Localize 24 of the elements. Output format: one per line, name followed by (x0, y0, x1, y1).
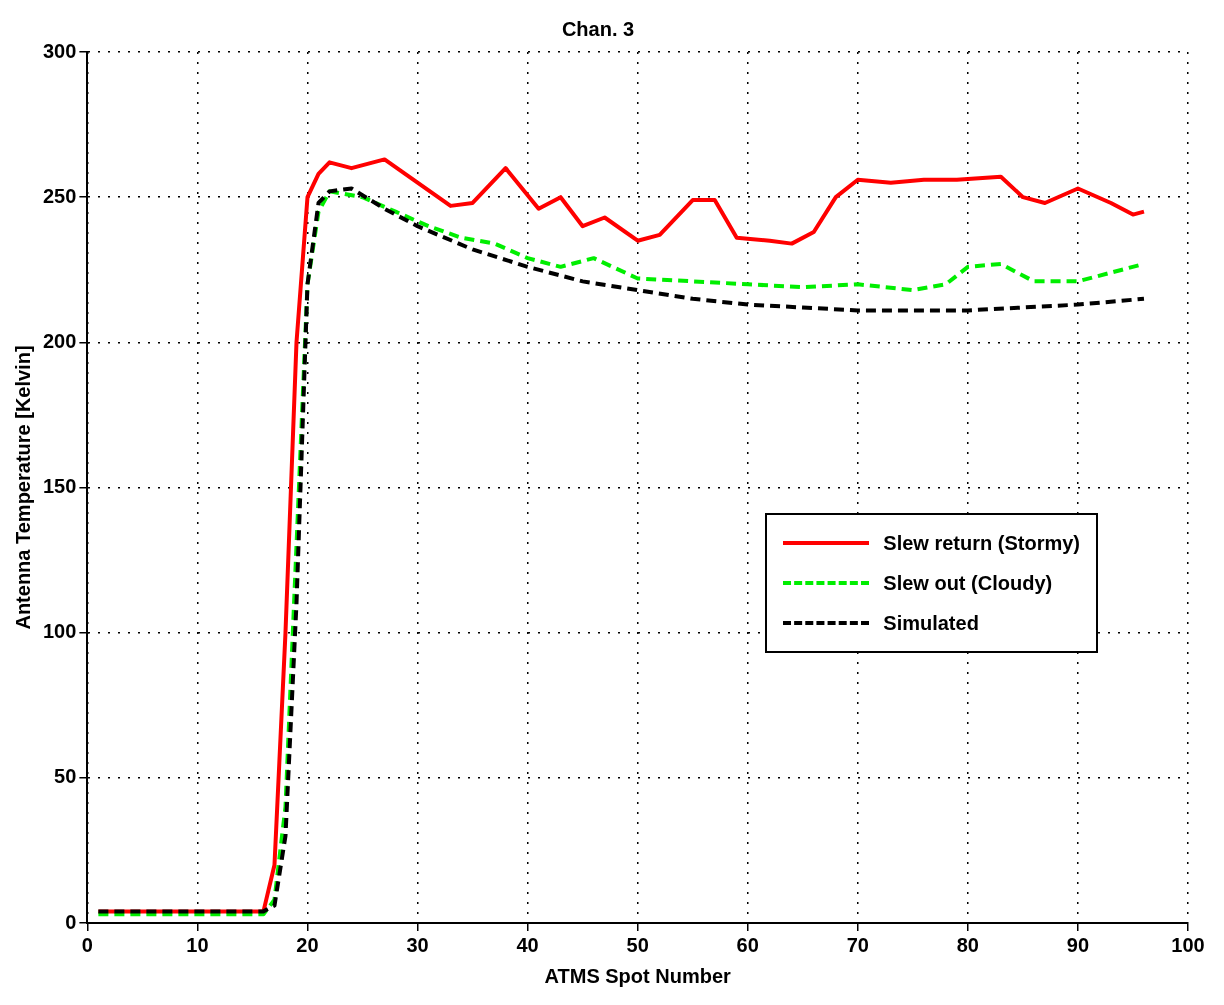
y-tick-label: 300 (42, 39, 77, 62)
x-tick-label: 90 (1066, 933, 1090, 956)
x-tick-label: 0 (81, 933, 93, 956)
x-tick-label: 40 (516, 933, 539, 956)
x-tick-label: 20 (296, 933, 319, 956)
x-tick-label: 60 (736, 933, 759, 956)
legend-label: Simulated (883, 611, 979, 635)
x-tick-label: 80 (956, 933, 979, 956)
legend-label: Slew return (Stormy) (883, 531, 1080, 555)
y-tick-label: 200 (42, 329, 77, 352)
x-tick-label: 100 (1171, 933, 1205, 956)
y-tick-label: 0 (65, 910, 77, 933)
x-tick-label: 10 (186, 933, 209, 956)
x-tick-label: 30 (406, 933, 429, 956)
chart-title: Chan. 3 (561, 17, 635, 40)
y-tick-label: 250 (42, 184, 77, 207)
x-tick-label: 70 (846, 933, 869, 956)
y-axis-title: Antenna Temperature [Kelvin] (11, 345, 34, 630)
x-axis-title: ATMS Spot Number (544, 964, 732, 987)
legend-label: Slew out (Cloudy) (883, 571, 1053, 595)
y-tick-label: 100 (42, 620, 77, 643)
y-tick-label: 150 (42, 475, 77, 498)
y-tick-label: 50 (54, 765, 77, 788)
x-tick-label: 50 (626, 933, 649, 956)
